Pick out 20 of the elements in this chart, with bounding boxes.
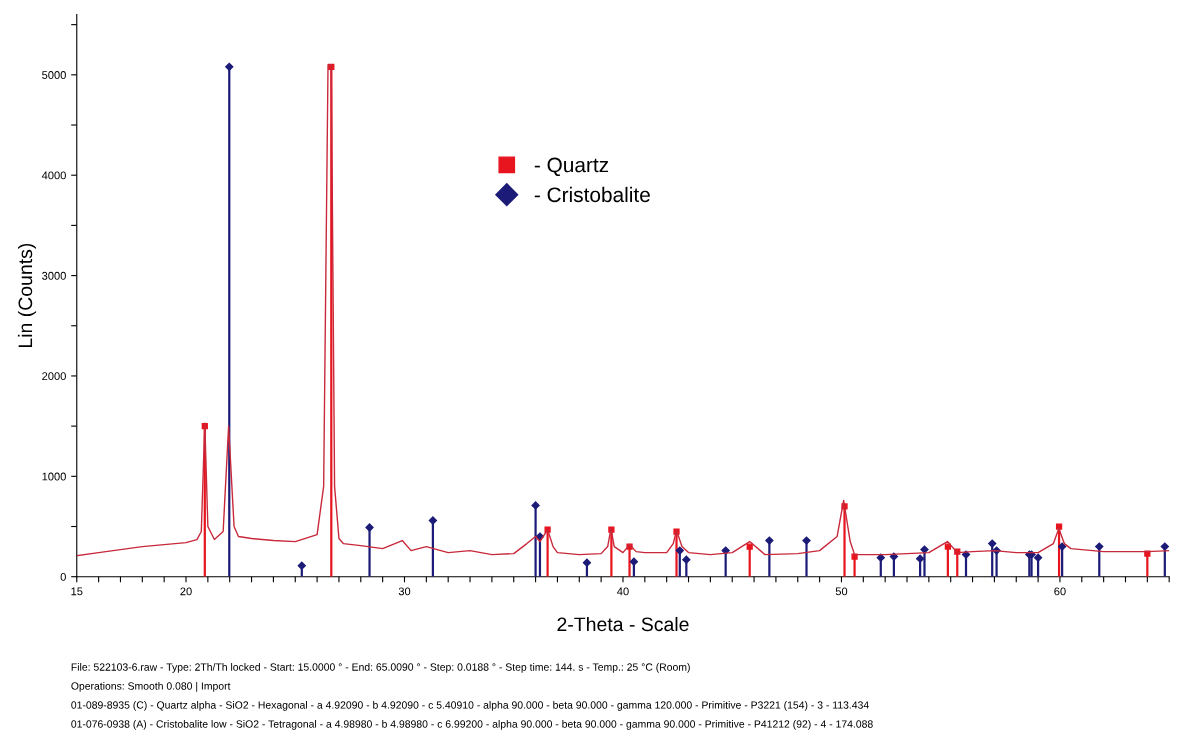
text: File: 522103-6.raw - Type: 2Th/Th locked - Start: 15.0000 ° - End: 65.0090 ° - Step: 0.0188 ° - Step time: 144. s - Temp.: 25 °C (Room): [71, 663, 690, 673]
x-axis-title: 2-Theta - Scale: [557, 616, 689, 632]
legend-label: - Cristobalite: [534, 186, 650, 203]
y-tick-label: 2000: [42, 372, 66, 381]
x-tick-label: 40: [617, 587, 629, 596]
y-tick-label: 4000: [41, 171, 66, 180]
y-tick-label: 1000: [42, 472, 66, 481]
y-tick-label: 0: [60, 572, 66, 581]
y-tick-label: 5000: [42, 71, 66, 79]
x-tick-label: 20: [180, 587, 192, 596]
legend-label: - Quartz: [534, 157, 609, 177]
x-tick-label: 30: [398, 587, 411, 596]
text: Operations: Smooth 0.080 | Import: [71, 682, 231, 692]
text: 01-089-8935 (C) - Quartz alpha - SiO2 - Hexagonal - a 4.92090 - b 4.92090 - c 5.40910 - alpha 90.000 - beta 90.000 - gamma 120.000 - Primitive - P3221 (154) - 3 - 113.434: [71, 701, 869, 711]
x-tick-label: 60: [1054, 587, 1066, 596]
text: 01-076-0938 (A) - Cristobalite low - SiO2 - Tetragonal - a 4.98980 - b 4.98980 - c 6.99200 - alpha 90.000 - beta 90.000 - gamma 90.000 - Primitive - P41212 (92) - 4 - 174.088: [71, 720, 873, 730]
y-tick-label: 3000: [42, 271, 66, 280]
y-axis-title: Lin (Counts): [17, 243, 37, 348]
x-tick-label: 50: [835, 587, 848, 596]
x-tick-label: 15: [71, 587, 83, 596]
